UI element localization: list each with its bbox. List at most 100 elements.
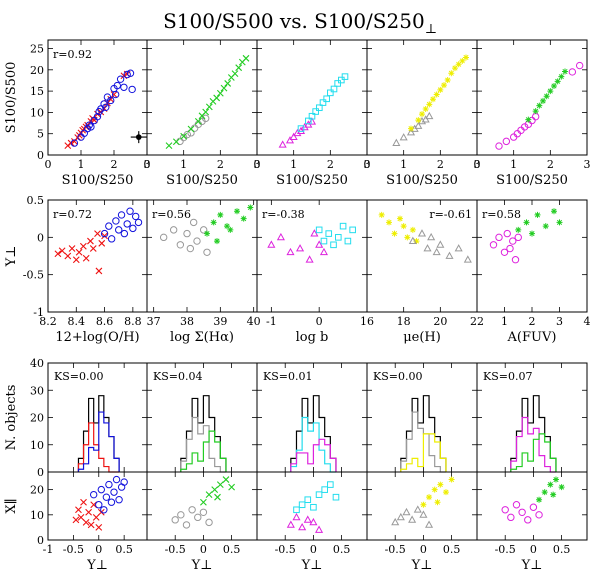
data-point-red [82,518,90,526]
y-tick-label: 5 [37,128,44,141]
data-point-gray [391,517,400,526]
data-point-magenta [289,132,298,141]
data-point-cyan [321,486,328,493]
data-point-gray [169,226,178,234]
x-tick-label: 0 [420,543,427,556]
data-point-yellow [420,501,427,508]
data-point-green [551,208,557,215]
data-point-green [536,102,543,109]
data-point-gray [199,508,208,516]
data-point-magenta [529,503,538,511]
row4-panel-3: -0.5 0 0.5 Y⊥ [256,471,368,572]
data-point-red [89,245,97,252]
data-point-yellow [455,61,462,68]
y-axis-label: S100/S500 [4,62,19,134]
data-point-green [205,103,213,111]
data-point-magenta [286,520,295,528]
data-point-magenta [489,241,498,249]
data-point-cyan [327,89,334,97]
data-point-yellow [430,96,436,103]
x-tick-label: -0.5 [495,543,516,556]
data-point-gray [199,226,208,234]
row2-panel-3: -1 0 r=-0.38 log b [256,199,368,345]
data-point-magenta [520,123,529,131]
x-tick-label: 39 [213,315,227,328]
x-tick-label: 0.5 [223,543,241,556]
x-tick-label: -0.5 [165,543,186,556]
histogram-gray [400,411,446,473]
x-tick-label: 1 [510,158,517,171]
x-tick-label: -1 [266,315,277,328]
correlation-label: r=0.58 [482,208,521,221]
data-point-green [180,132,188,140]
data-point-magenta [568,68,577,76]
data-point-cyan [315,226,323,234]
data-point-gray [186,244,195,253]
x-tick-label: 3 [556,315,563,328]
data-point-yellow [437,481,444,488]
x-tick-label: 0 [144,158,151,171]
histogram-green [510,433,557,472]
y-axis-label: N. objects [4,385,19,451]
data-point-red [79,242,87,250]
y-tick-label: -0.5 [23,269,44,282]
y-tick-label: 0.5 [27,194,45,207]
data-point-green [205,491,213,499]
y-tick-label: 20 [30,64,44,77]
x-tick-label: 0 [474,158,481,171]
data-point-red [94,230,101,237]
data-point-yellow [386,219,392,226]
data-point-green [187,125,195,133]
x-tick-label: 0 [45,158,52,171]
data-point-yellow [426,494,433,501]
data-point-magenta [309,517,318,526]
data-point-red [54,250,62,258]
x-tick-label: 3 [144,158,151,171]
data-point-cyan [330,241,337,249]
data-point-blue [70,139,79,147]
data-point-gray [445,251,454,259]
data-point-magenta [293,128,302,137]
data-point-green [541,489,548,496]
data-point-green [536,496,543,503]
x-tick-label: 0.5 [443,543,461,556]
x-tick-label: -0.5 [63,543,84,556]
x-tick-label: 8.8 [124,315,142,328]
data-point-gray [177,511,185,519]
data-point-cyan [338,76,345,84]
data-point-cyan [316,104,323,112]
y-tick-label: 20 [30,412,44,425]
data-point-cyan [319,99,327,106]
data-point-green [562,68,568,75]
data-point-green [240,215,247,222]
histogram-magenta [290,438,337,472]
data-point-green [543,93,550,100]
data-point-blue [107,96,115,105]
data-point-red [107,95,115,103]
data-point-green [216,481,224,488]
data-point-blue [126,69,135,77]
figure-title: S100/S500 vs. S100/S250⊥ [163,9,437,37]
data-point-gray [427,232,436,241]
data-point-blue [87,123,95,131]
x-tick-label: 18 [397,315,411,328]
x-tick-label: 8.2 [39,315,57,328]
data-point-black [135,134,142,140]
data-point-blue [100,100,108,108]
data-point-gray [425,520,434,528]
row2-panel-2: 37 38 39 40 r=0.56 log Σ(Hα) [146,199,261,345]
data-point-gray [183,130,192,139]
data-point-gray [194,513,202,522]
data-point-blue [123,220,131,228]
data-point-blue [120,478,128,486]
data-point-green [247,204,254,211]
data-point-gray [399,133,408,141]
data-point-magenta [286,247,295,256]
data-point-yellow [452,65,458,72]
histogram-yellow [400,433,447,472]
data-point-magenta [267,240,276,248]
x-tick-label: 2 [437,158,444,171]
data-point-green [231,70,239,78]
